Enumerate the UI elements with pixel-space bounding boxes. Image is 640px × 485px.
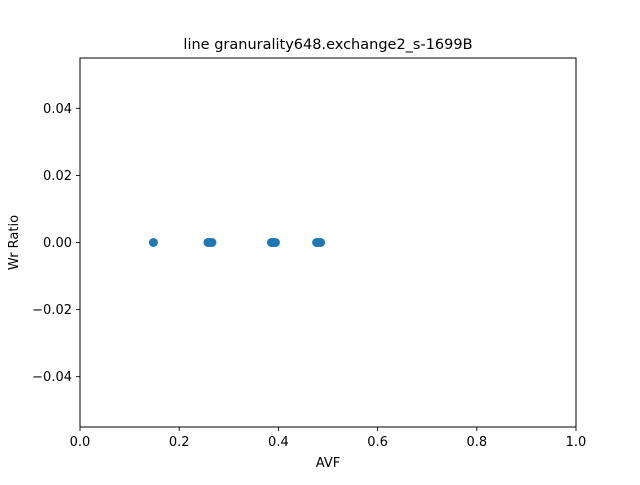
y-tick-label: 0.00 bbox=[43, 236, 72, 251]
data-points bbox=[148, 238, 326, 247]
y-tick-label: −0.02 bbox=[32, 303, 72, 318]
plot-area-frame bbox=[79, 57, 577, 428]
x-tick-label: 0.8 bbox=[466, 435, 487, 450]
x-tick-label: 0.6 bbox=[367, 435, 388, 450]
data-point bbox=[207, 238, 217, 247]
data-point bbox=[148, 238, 158, 247]
x-tick-label: 1.0 bbox=[566, 435, 587, 450]
data-point bbox=[270, 238, 280, 247]
y-axis-ticks: −0.04 −0.02 0.00 0.02 0.04 bbox=[32, 102, 80, 385]
x-tick-label: 0.0 bbox=[70, 435, 91, 450]
x-axis-label: AVF bbox=[316, 456, 340, 471]
y-axis-label: Wr Ratio bbox=[7, 215, 22, 270]
x-axis-ticks: 0.0 0.2 0.4 0.6 0.8 1.0 bbox=[70, 427, 587, 450]
y-tick-label: 0.04 bbox=[43, 102, 72, 117]
x-tick-label: 0.2 bbox=[169, 435, 190, 450]
y-tick-label: −0.04 bbox=[32, 370, 72, 385]
x-tick-label: 0.4 bbox=[268, 435, 289, 450]
data-point bbox=[316, 238, 326, 247]
chart-title: line granurality648.exchange2_s-1699B bbox=[183, 37, 472, 53]
y-tick-label: 0.02 bbox=[43, 169, 72, 184]
